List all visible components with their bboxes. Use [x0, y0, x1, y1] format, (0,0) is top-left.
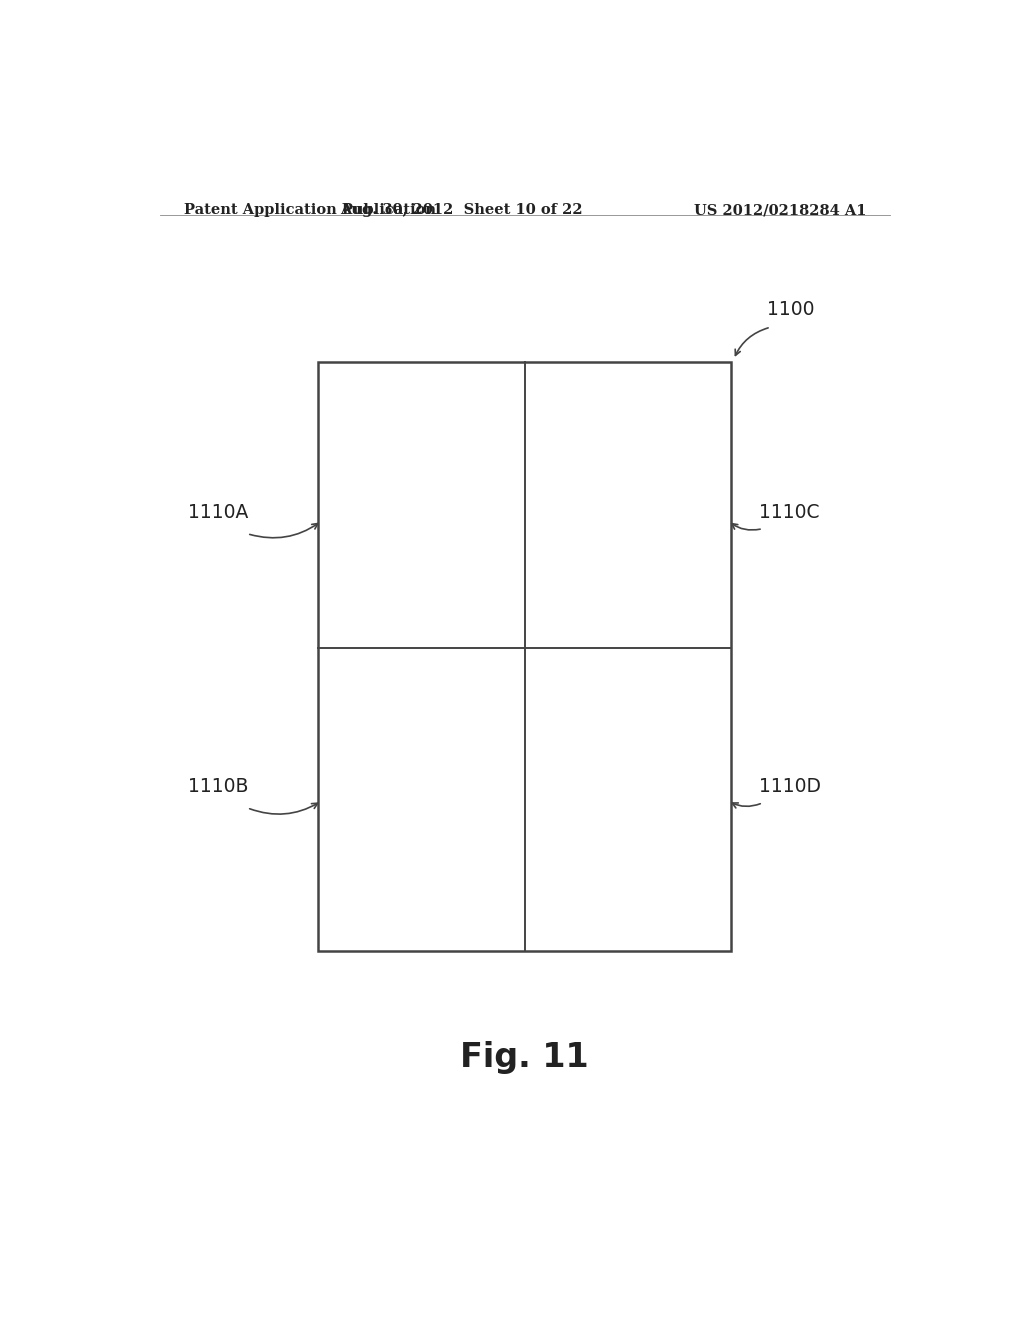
Text: 1110B: 1110B — [187, 777, 248, 796]
Text: Patent Application Publication: Patent Application Publication — [183, 203, 435, 216]
Bar — [318, 362, 731, 952]
Text: 1110D: 1110D — [759, 777, 821, 796]
Text: US 2012/0218284 A1: US 2012/0218284 A1 — [693, 203, 866, 216]
Text: 1110A: 1110A — [187, 503, 248, 523]
Text: 1100: 1100 — [767, 300, 814, 319]
Text: 1110C: 1110C — [759, 503, 819, 523]
Text: Aug. 30, 2012  Sheet 10 of 22: Aug. 30, 2012 Sheet 10 of 22 — [340, 203, 583, 216]
Text: Fig. 11: Fig. 11 — [461, 1041, 589, 1074]
